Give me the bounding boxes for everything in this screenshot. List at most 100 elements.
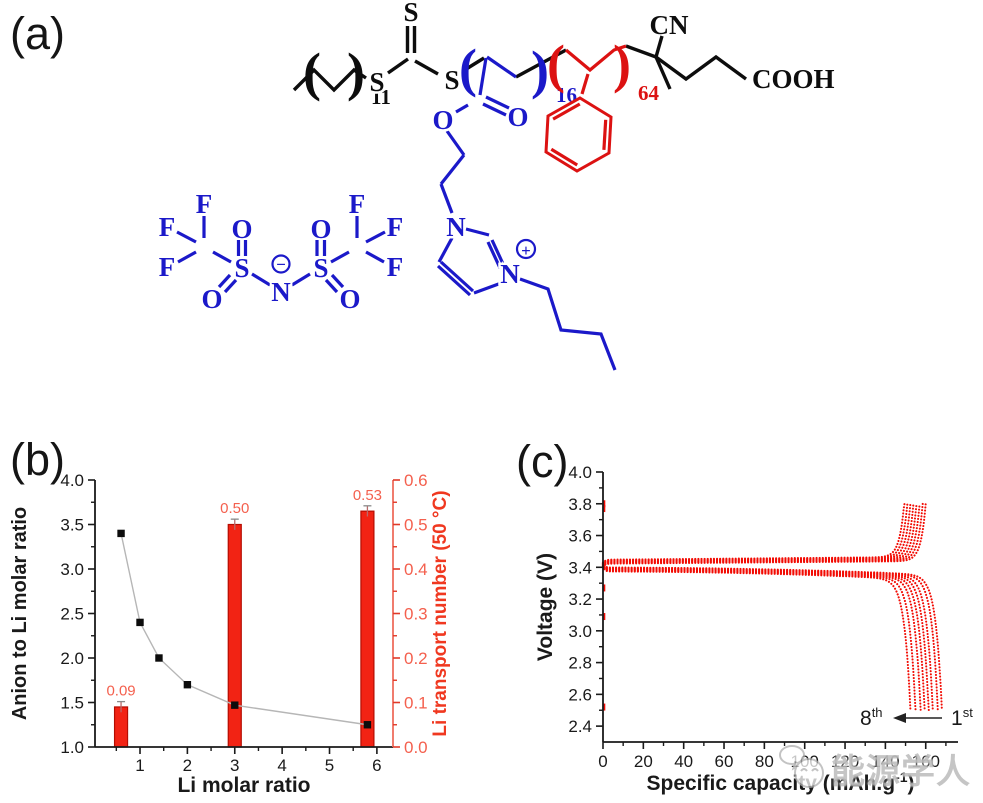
carboxyl-group-label: COOH [752,64,835,94]
paren-open-alkyl: ( [303,42,321,102]
y-tick-label: 2.4 [568,717,592,736]
charge-curve [601,502,927,568]
atom-f6: F [387,252,404,282]
square-marker [155,654,163,662]
y-left-tick-label: 2.0 [60,649,84,668]
anion-ratio-line [120,533,368,726]
x-tick-label: 100 [791,752,819,771]
y-left-tick-label: 1.5 [60,694,84,713]
atom-s-thione: S [403,0,418,27]
polymer-structure-diagram: ( ) 11 S S S CN COOH [159,0,835,371]
plus-charge-symbol: + [521,241,531,260]
atom-o2: O [201,284,222,314]
styrene-block [544,44,627,173]
atom-o3: O [310,214,331,244]
discharge-curves [601,561,943,712]
y-right-tick-label: 0.5 [404,516,428,535]
atom-n1-imidazolium: N [446,212,466,242]
x-tick-label: 0 [598,752,607,771]
atom-f2: F [159,212,176,242]
y-tick-label: 2.8 [568,654,592,673]
bars-li-transport: 0.09 0.50 0.53 [106,487,382,748]
atom-o-ester-double: O [507,102,528,132]
atom-o4: O [339,284,360,314]
discharge-curve [601,565,912,712]
y-tick-label: 3.0 [568,622,592,641]
bar-li-transport-number [113,706,129,748]
y-tick-label: 3.8 [568,495,592,514]
x-tick-label: 4 [277,756,286,775]
atom-f3: F [159,252,176,282]
x-tick-label: 20 [634,752,653,771]
charge-curve [601,502,909,565]
y-right-tick-label: 0.4 [404,560,428,579]
x-tick-label: 5 [325,756,334,775]
bar-li-transport-number [360,510,375,748]
atom-o-ester-single: O [432,105,453,135]
axis-start-mark [602,584,606,592]
x-tick-label: 1 [135,756,144,775]
charge-curve [601,502,918,567]
panel-c-label: (c) [516,436,569,487]
charge-curve [601,502,906,564]
atom-s1-tfsi: S [234,253,249,283]
x-tick-label: 160 [912,752,940,771]
x-tick-label: 60 [715,752,734,771]
discharge-curve [601,564,917,712]
atom-n-tfsi: N [271,277,291,307]
nitrile-group-label: CN [650,10,689,40]
earlier-cycle-label: 1st [951,705,973,730]
y-left-tick-label: 2.5 [60,605,84,624]
y-right-tick-label: 0.0 [404,738,428,757]
atom-o1: O [231,214,252,244]
charge-curves [601,502,927,568]
block2-repeat-count: 64 [638,81,660,105]
y-tick-label: 2.6 [568,685,592,704]
y-tick-label: 4.0 [568,463,592,482]
y-right-tick-label: 0.3 [404,605,428,624]
chart-voltage-vs-capacity: 0 20 40 60 80 100 120 140 160 2.4 2.6 2.8 3.0 3.2 3.4 3… [534,463,973,795]
x-axis-title: Li molar ratio [177,774,310,797]
x-tick-label: 2 [183,756,192,775]
y-right-axis-title: Li transport number (50 °C) [430,490,451,736]
axes: 0 20 40 60 80 100 120 140 160 2.4 2.6 2.8 3.0 3.2 3.4 3… [568,463,958,771]
axes: 1 2 3 4 5 6 1.0 1.5 2.0 2.5 3.0 3.5 4.0 0.0 0.1 0.2 0.3 0… [60,471,427,775]
atom-s-thioether-right: S [444,65,459,95]
square-marker [136,618,144,627]
x-tick-label: 140 [871,752,899,771]
square-marker [363,721,372,729]
y-left-tick-label: 3.5 [60,516,84,535]
paren-close-alkyl: ) [347,42,365,102]
raft-backbone [292,26,748,93]
chart-anion-ratio-and-transport-number: 0.09 0.50 0.53 1 2 3 4 5 6 1.0 1.5 2.0 2.5 3.0 3.5 4.0 0… [9,471,451,797]
bar-value-label: 0.53 [353,487,382,504]
cycle-direction-annotation: 8th 1st [860,705,973,730]
later-cycle-label: 8th [860,705,883,730]
y-left-tick-label: 1.0 [60,738,84,757]
y-left-tick-label: 3.0 [60,560,84,579]
discharge-curve [601,564,922,712]
minus-charge-symbol: − [276,255,286,274]
y-tick-label: 3.4 [568,558,592,577]
discharge-curve [601,562,939,712]
atom-f5: F [387,212,404,242]
square-marker [183,681,192,689]
ionic-monomer-block [176,55,617,371]
discharge-curve [601,562,934,712]
bar-li-transport-number [227,523,242,748]
paren-close-block1: ) [531,40,549,100]
alkyl-repeat-count: 11 [371,85,391,109]
x-tick-label: 6 [372,756,381,775]
y-tick-label: 3.6 [568,527,592,546]
axis-start-mark [602,613,606,621]
panel-b-label: (b) [10,434,65,485]
y-tick-label: 3.2 [568,590,592,609]
square-marker [231,701,239,709]
panel-a-label: (a) [10,8,65,59]
x-tick-label: 3 [230,756,239,775]
atom-s2-tfsi: S [313,253,328,283]
y-left-tick-label: 4.0 [60,471,84,490]
discharge-curve [601,563,930,712]
charge-curve [601,502,912,566]
y-left-axis-title: Anion to Li molar ratio [9,507,31,720]
